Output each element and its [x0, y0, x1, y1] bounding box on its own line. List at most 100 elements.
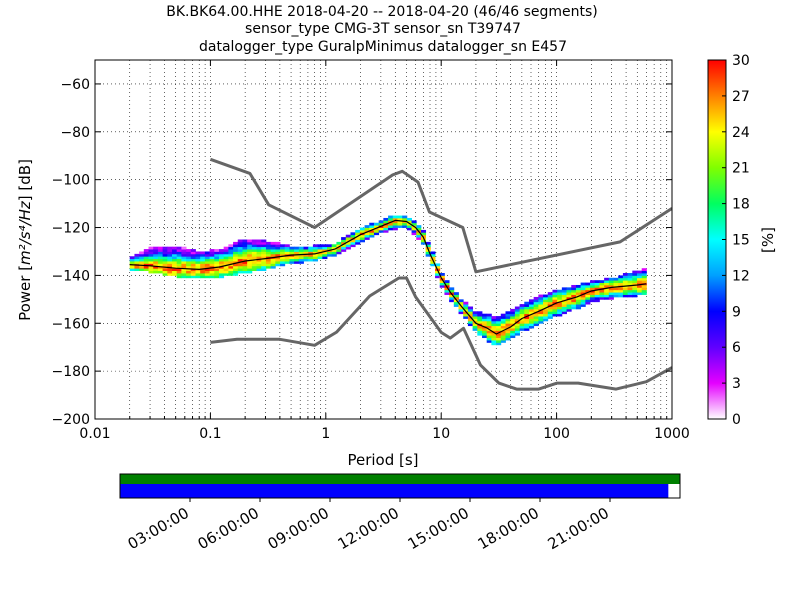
pdf-cell: [543, 308, 549, 312]
pdf-cell: [233, 263, 239, 267]
pdf-cell: [143, 265, 149, 269]
pdf-cell: [604, 277, 610, 281]
pdf-cell: [528, 308, 535, 312]
pdf-cell: [458, 308, 464, 312]
pdf-cell: [571, 301, 577, 305]
pdf-cell: [233, 246, 239, 250]
pdf-cell: [632, 282, 638, 286]
pdf-cell: [167, 251, 173, 255]
pdf-cell: [186, 265, 192, 269]
pdf-cell: [561, 287, 567, 291]
pdf-cell: [477, 318, 483, 322]
pdf-cell: [397, 225, 403, 228]
pdf-cell: [364, 227, 370, 231]
pdf-cell: [566, 289, 572, 293]
pdf-cell: [641, 289, 647, 293]
pdf-cell: [218, 270, 225, 274]
pdf-cell: [153, 270, 159, 274]
pdf-cell: [223, 270, 229, 274]
pdf-cell: [369, 234, 375, 238]
pdf-cell: [500, 328, 506, 331]
pdf-cell: [317, 244, 323, 248]
timeline-tick-label: 03:00:00: [125, 504, 192, 553]
pdf-cell: [486, 323, 492, 327]
pdf-cell: [599, 282, 605, 286]
pdf-cell: [280, 246, 286, 250]
pdf-cell: [618, 282, 624, 286]
pdf-cell: [237, 258, 243, 262]
pdf-cell: [425, 244, 431, 248]
pdf-cell: [552, 296, 558, 300]
x-tick-label: 1000: [654, 426, 690, 442]
pdf-cell: [491, 328, 497, 331]
pdf-cell: [402, 222, 408, 226]
pdf-cell: [251, 253, 257, 257]
pdf-cell: [331, 244, 337, 248]
pdf-cell: [242, 261, 248, 264]
pdf-cell: [575, 292, 582, 295]
pdf-cell: [200, 256, 206, 260]
pdf-cell: [594, 287, 600, 291]
pdf-cell: [242, 265, 248, 269]
pdf-cell: [491, 337, 497, 341]
colorbar-tick-label: 15: [732, 233, 750, 249]
pdf-cell: [204, 263, 210, 267]
pdf-cell: [228, 258, 234, 262]
pdf-cell: [218, 258, 225, 262]
pdf-cell: [256, 251, 262, 255]
pdf-cell: [496, 328, 502, 331]
pdf-cell: [388, 215, 394, 219]
pdf-cell: [482, 328, 488, 331]
pdf-cell: [411, 229, 417, 233]
pdf-cell: [590, 299, 596, 303]
pdf-cell: [294, 249, 300, 252]
pdf-cell: [200, 263, 206, 267]
pdf-cell: [378, 229, 384, 233]
pdf-cell: [547, 292, 553, 295]
pdf-cell: [341, 249, 347, 252]
pdf-cell: [505, 323, 511, 327]
pdf-cell: [637, 270, 643, 274]
pdf-cell: [557, 311, 563, 315]
pdf-cell: [486, 320, 492, 324]
pdf-cell: [200, 253, 206, 257]
pdf-cell: [247, 265, 253, 269]
timeline-coverage-bar: [120, 484, 669, 498]
pdf-cell: [176, 263, 182, 267]
pdf-cell: [580, 287, 586, 291]
pdf-cell: [604, 280, 610, 283]
pdf-cell: [420, 229, 427, 233]
pdf-cell: [218, 256, 225, 260]
pdf-cell: [331, 253, 337, 257]
pdf-cell: [383, 229, 389, 233]
pdf-cell: [162, 261, 168, 264]
timeline-tick-label: 12:00:00: [335, 504, 402, 553]
pdf-cell: [444, 287, 450, 291]
pdf-cell: [622, 294, 629, 298]
colorbar-label: [%]: [759, 227, 777, 253]
pdf-cell: [223, 256, 229, 260]
pdf-cell: [411, 232, 417, 236]
noise-model-lines: [129, 157, 672, 391]
pdf-cell: [575, 289, 582, 293]
pdf-cell: [251, 256, 257, 260]
pdf-cell: [552, 304, 558, 307]
pdf-cell: [416, 225, 422, 228]
timeline-tick-label: 15:00:00: [405, 504, 472, 553]
pdf-cell: [181, 251, 187, 255]
pdf-cell: [514, 330, 520, 334]
pdf-cell: [139, 258, 145, 262]
pdf-cell: [228, 253, 234, 257]
pdf-cell: [195, 261, 201, 264]
pdf-cell: [289, 258, 295, 262]
pdf-cell: [251, 239, 257, 243]
pdf-cell: [157, 246, 164, 250]
pdf-cell: [204, 265, 210, 269]
pdf-cell: [566, 308, 572, 312]
pdf-cell: [599, 289, 605, 293]
pdf-cell: [590, 282, 596, 286]
pdf-cell: [190, 265, 196, 269]
pdf-cell: [510, 308, 516, 312]
pdf-cell: [383, 217, 389, 221]
pdf-cell: [632, 289, 638, 293]
